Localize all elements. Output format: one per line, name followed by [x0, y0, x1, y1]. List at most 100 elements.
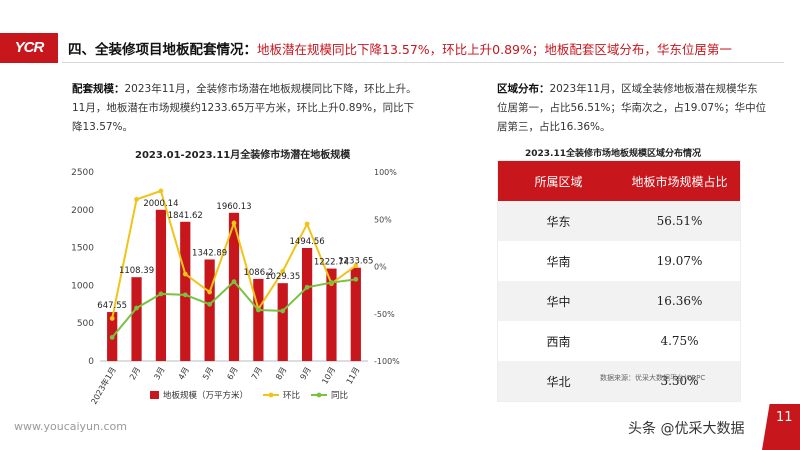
series-point [158, 291, 164, 297]
bar-data-label: 1029.35 [265, 272, 300, 282]
series-point [109, 316, 115, 321]
series-point [134, 305, 139, 311]
title-summary: 地板潜在规模同比下降13.57%，环比上升0.89%；地板配套区域分布，华东位居… [257, 42, 732, 57]
series-point [304, 284, 310, 290]
right-tick-label: 100% [374, 168, 397, 177]
bar-data-label: 1222.74 [314, 258, 349, 268]
region-cell: 华中 [546, 294, 571, 309]
left-tick-label: 1500 [71, 244, 94, 254]
page-title: 四、全装修项目地板配套情况：地板潜在规模同比下降13.57%，环比上升0.89%… [68, 38, 732, 58]
company-logo: YCR [0, 33, 58, 63]
legend-label: 环比 [283, 390, 300, 401]
table-row: 西南 4.75% [498, 321, 740, 361]
region-table-header: 所属区域 地板市场规模占比 [498, 161, 740, 201]
page-corner: 11 [762, 404, 800, 450]
x-tick-label: 3月 [152, 366, 166, 382]
series-point [304, 221, 310, 227]
series-point [280, 308, 286, 314]
title-lead: 四、全装修项目地板配套情况： [68, 42, 257, 58]
right-tick-label: -100% [374, 357, 400, 366]
bar-data-label: 1086.2 [243, 268, 273, 278]
series-point [255, 307, 261, 313]
bar [253, 278, 264, 361]
x-tick-label: 9月 [298, 366, 312, 382]
legend-marker [316, 392, 322, 398]
series-point [353, 276, 359, 282]
series-point [329, 280, 334, 285]
title-divider [62, 62, 784, 63]
table-row: 华中 16.36% [498, 281, 740, 321]
series-point [231, 279, 237, 285]
bar-data-label: 1108.39 [119, 266, 154, 276]
region-table-title: 2023.11全装修市场地板规模区域分布情况 [525, 149, 701, 159]
series-point [182, 271, 188, 277]
publisher-tag: 头条 @优采大数据 [628, 421, 745, 437]
bar-data-label: 1233.65 [338, 257, 373, 267]
region-paragraph-key: 区域分布： [497, 83, 550, 95]
table-row: 华南 19.07% [498, 241, 740, 281]
left-tick-label: 500 [77, 319, 94, 329]
chart-title: 2023.01-2023.11月全装修市场潜在地板规模 [135, 150, 351, 161]
x-tick-label: 5月 [201, 366, 215, 382]
share-header-cell: 地板市场规模占比 [631, 174, 728, 189]
region-cell: 西南 [546, 334, 571, 349]
series-point [353, 263, 359, 269]
series-point [158, 188, 164, 194]
bar [204, 259, 215, 361]
x-tick-label: 10月 [320, 366, 337, 386]
series-point [207, 289, 213, 295]
legend-marker [268, 392, 274, 398]
series-point [134, 197, 139, 202]
x-tick-label: 2月 [128, 366, 142, 382]
series-point [280, 268, 286, 274]
right-tick-label: 50% [374, 215, 392, 224]
page-number: 11 [776, 410, 793, 425]
bar [180, 221, 191, 361]
legend-label: 同比 [331, 390, 348, 401]
x-tick-label: 2023年1月 [89, 365, 118, 406]
website-url: www.youcaiyun.com [14, 420, 127, 433]
series-point [109, 334, 115, 340]
left-tick-label: 0 [88, 357, 94, 367]
bar [228, 212, 240, 361]
right-tick-label: -50% [374, 310, 395, 319]
left-tick-label: 2500 [71, 168, 94, 178]
share-cell: 3.30% [660, 374, 699, 388]
region-table: 所属区域 地板市场规模占比 华东 56.51% 华南 19.07% 华中 16.… [497, 160, 741, 402]
bar-data-label: 1342.89 [192, 248, 227, 258]
bar-data-label: 647.55 [97, 301, 127, 311]
share-cell: 16.36% [656, 294, 703, 308]
table-row: 华北 3.30% [498, 361, 740, 401]
region-cell: 华南 [546, 254, 571, 269]
share-cell: 4.75% [660, 334, 699, 348]
bar [277, 283, 288, 361]
data-source: 数据来源：优采大数据平台|CRPC [600, 374, 706, 382]
bar [350, 267, 361, 361]
legend-swatch [150, 391, 159, 399]
series-point [182, 292, 188, 298]
x-tick-label: 11月 [345, 366, 362, 386]
bar-data-label: 1494.56 [290, 237, 325, 247]
bar-data-label: 1841.62 [168, 211, 203, 221]
left-tick-label: 1000 [71, 281, 94, 291]
scale-paragraph-text: 2023年11月，全装修市场潜在地板规模同比下降，环比上升。11月，地板潜在市场… [72, 83, 417, 133]
table-row: 华东 56.51% [498, 201, 740, 241]
share-cell: 56.51% [656, 214, 703, 228]
bar [155, 209, 167, 361]
region-cell: 华北 [546, 374, 571, 389]
region-header-cell: 所属区域 [534, 174, 583, 189]
series-point [207, 301, 213, 307]
scale-paragraph: 配套规模：2023年11月，全装修市场潜在地板规模同比下降，环比上升。11月，地… [72, 80, 422, 137]
x-tick-label: 4月 [177, 366, 191, 382]
bar [301, 248, 313, 361]
right-tick-label: 0% [374, 263, 387, 272]
x-tick-label: 8月 [274, 366, 288, 382]
bar [131, 277, 142, 361]
series-point [231, 220, 237, 226]
bar-data-label: 2000.14 [143, 199, 178, 209]
scale-paragraph-key: 配套规模： [72, 83, 125, 95]
share-cell: 19.07% [656, 254, 703, 268]
bar-data-label: 1960.13 [216, 202, 251, 212]
left-tick-label: 2000 [71, 206, 94, 216]
